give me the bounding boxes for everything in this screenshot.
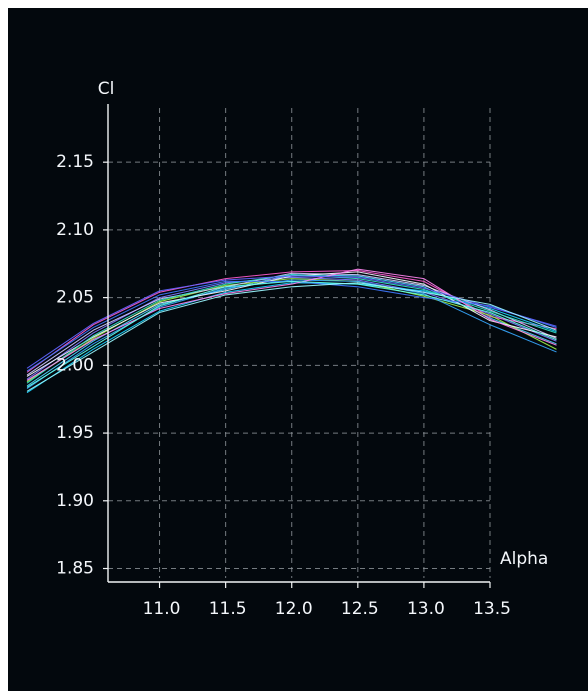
tick-layer: 1.85 1.90 1.95 2.00 2.05 2.10 2.15 11.0 11.5 12.0… [56,152,511,619]
x-tick-label: 12.0 [275,599,313,619]
grid-layer [108,108,491,578]
series-layer [26,268,557,393]
y-tick-label: 1.90 [56,491,94,511]
x-tick-label: 11.0 [143,599,181,619]
plot-panel [8,8,588,691]
y-tick-label: 1.85 [56,559,94,579]
y-tick-label: 2.05 [56,288,94,308]
axis-layer: Cl Alpha [98,79,548,583]
x-tick-label: 13.0 [407,599,445,619]
x-tick-label: 11.5 [209,599,247,619]
series-line [26,272,557,376]
y-tick-label: 1.95 [56,423,94,443]
y-tick-label: 2.10 [56,220,94,240]
y-tick-label: 2.00 [56,355,94,375]
y-tick-label: 2.15 [56,152,94,172]
series-line [26,280,557,388]
series-line [26,279,557,389]
series-line [26,270,557,373]
series-line [26,268,557,381]
series-line [26,282,557,392]
x-axis-title: Alpha [500,549,548,569]
x-tick-label: 12.5 [341,599,379,619]
series-line [26,274,557,384]
y-axis-title: Cl [98,79,115,99]
x-tick-label: 13.5 [473,599,511,619]
